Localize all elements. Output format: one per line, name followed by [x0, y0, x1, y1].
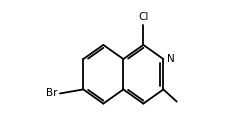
- Text: Cl: Cl: [137, 12, 148, 22]
- Text: N: N: [166, 54, 173, 64]
- Text: Br: Br: [46, 88, 58, 99]
